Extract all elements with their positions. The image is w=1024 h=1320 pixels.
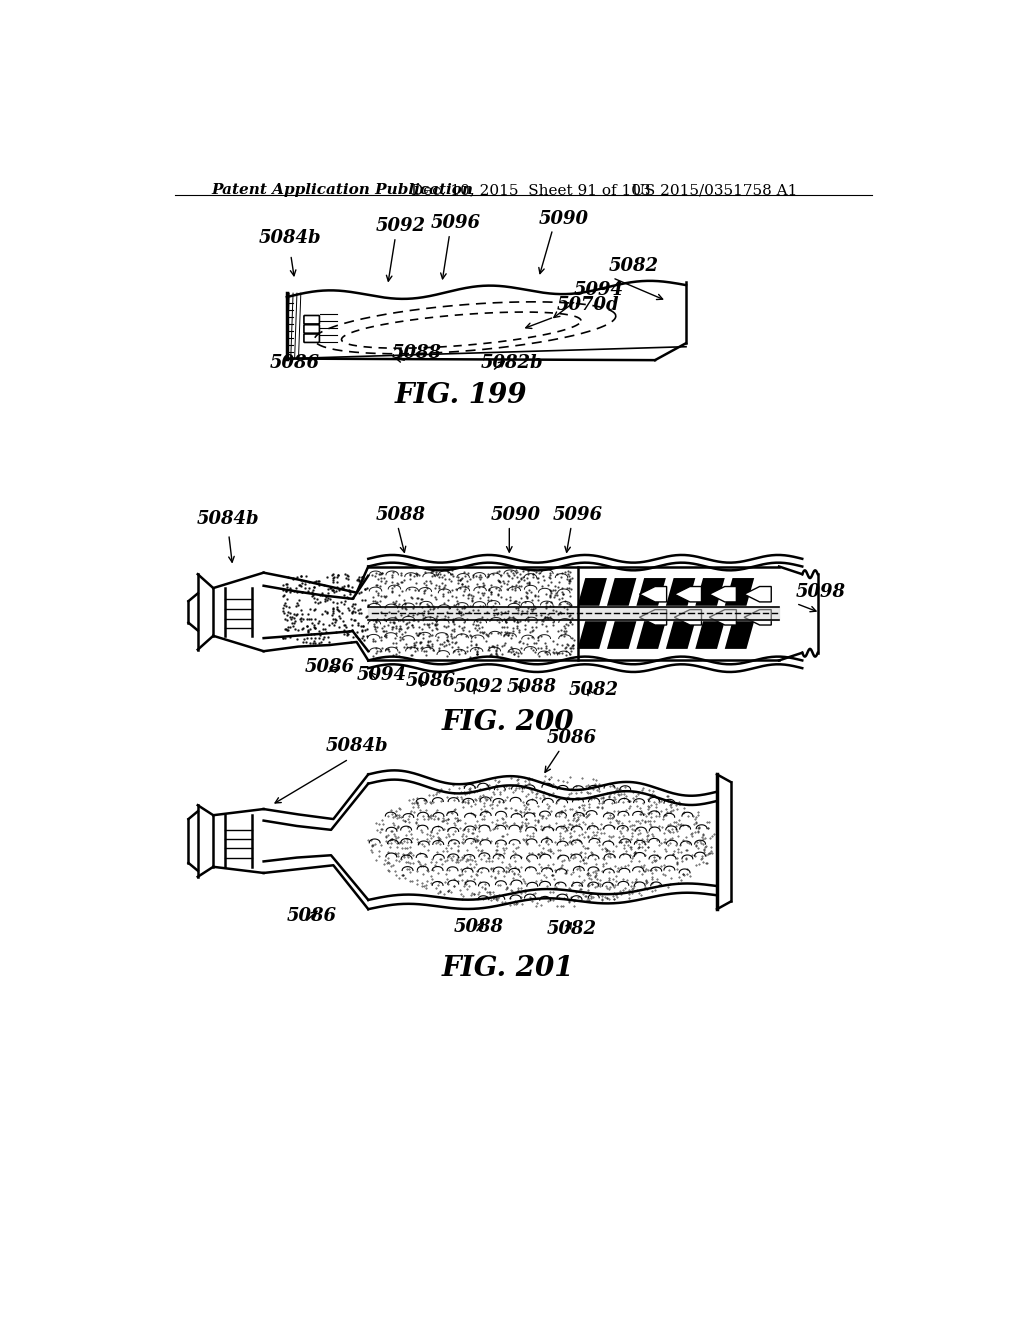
Polygon shape [636,622,666,649]
Text: FIG. 199: FIG. 199 [395,381,527,409]
Text: 5096: 5096 [553,506,603,524]
Text: 5088: 5088 [506,678,556,696]
Text: 5082: 5082 [608,257,658,276]
Text: 5070d: 5070d [557,296,620,314]
Text: 5082: 5082 [568,681,618,700]
Text: Dec. 10, 2015  Sheet 91 of 103: Dec. 10, 2015 Sheet 91 of 103 [411,183,650,197]
Text: 5094: 5094 [573,281,624,298]
Text: 5082b: 5082b [480,355,544,372]
Polygon shape [710,610,736,626]
Polygon shape [640,586,667,602]
Polygon shape [675,586,701,602]
Text: 5090: 5090 [490,506,541,524]
Text: US 2015/0351758 A1: US 2015/0351758 A1 [632,183,797,197]
Polygon shape [578,578,607,606]
Text: 5088: 5088 [454,919,504,936]
Text: 5086: 5086 [270,355,319,372]
Text: 5084b: 5084b [258,228,321,247]
Text: 5092: 5092 [376,218,426,235]
Polygon shape [578,622,607,649]
Text: 5084b: 5084b [326,737,388,755]
Polygon shape [607,622,636,649]
Text: 5088: 5088 [376,506,426,524]
Text: 5086: 5086 [305,657,354,676]
Polygon shape [640,610,667,626]
Text: 5086: 5086 [287,907,337,924]
Polygon shape [607,578,636,606]
Text: 5090: 5090 [539,210,589,227]
Polygon shape [744,586,771,602]
Polygon shape [666,622,695,649]
Text: 5086: 5086 [547,730,597,747]
Text: 5094: 5094 [356,665,407,684]
Text: FIG. 201: FIG. 201 [441,954,574,982]
Text: 5098: 5098 [796,583,846,601]
Polygon shape [675,610,701,626]
Text: 5096: 5096 [430,214,480,231]
Polygon shape [695,578,725,606]
Text: 5088: 5088 [391,345,441,363]
Text: 5092: 5092 [454,678,504,696]
Polygon shape [695,622,725,649]
Text: FIG. 200: FIG. 200 [441,709,574,735]
Text: 5086: 5086 [406,672,456,689]
Polygon shape [666,578,695,606]
Polygon shape [725,622,755,649]
Text: 5084b: 5084b [197,510,259,528]
Polygon shape [710,586,736,602]
Polygon shape [636,578,666,606]
Text: 5082: 5082 [547,920,597,937]
Text: Patent Application Publication: Patent Application Publication [212,183,474,197]
Polygon shape [725,578,755,606]
Polygon shape [744,610,771,626]
